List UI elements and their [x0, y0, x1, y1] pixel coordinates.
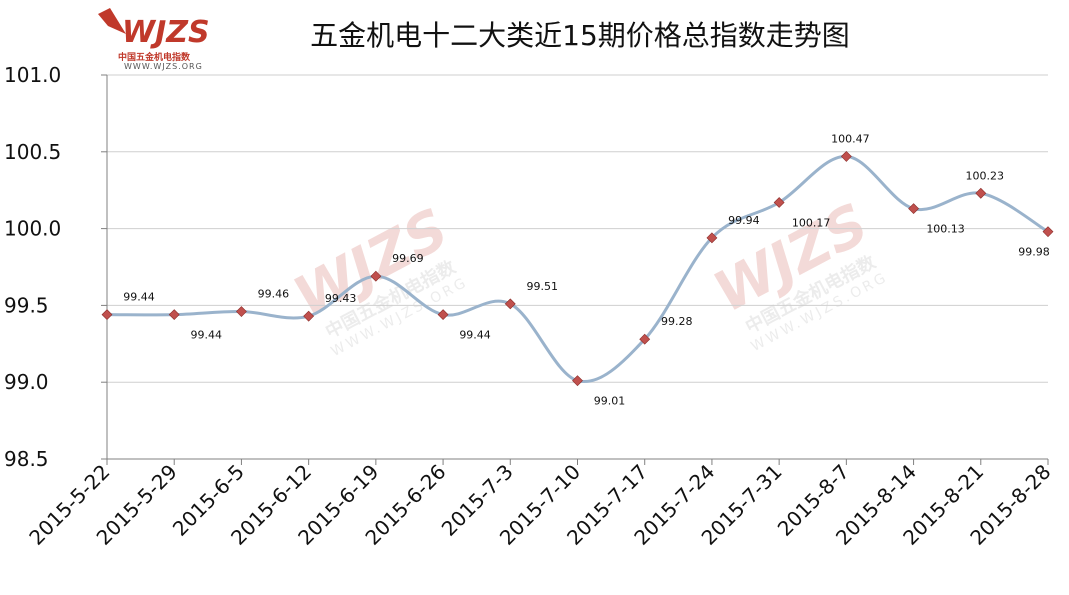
x-tick-labels: 2015-5-222015-5-292015-6-52015-6-122015-… [24, 460, 1055, 550]
data-point-marker [706, 232, 718, 244]
marker-group [101, 150, 1054, 387]
brand-logo: WJZS 中国五金机电指数 WWW.WJZS.ORG [96, 4, 216, 74]
data-point-marker [370, 270, 382, 282]
data-label: 99.44 [459, 329, 491, 342]
data-label: 100.17 [792, 216, 831, 229]
series-line [106, 154, 1049, 384]
svg-text:WJZS: WJZS [122, 15, 210, 50]
y-tick-label: 101.0 [4, 63, 61, 87]
chart-title: 五金机电十二大类近15期价格总指数走势图 [310, 19, 850, 52]
axes [106, 75, 1049, 465]
data-point-marker [840, 150, 852, 162]
data-label: 100.13 [926, 223, 965, 236]
data-label: 99.98 [1018, 246, 1050, 259]
data-point-marker [773, 197, 785, 208]
grid-lines [101, 74, 1048, 460]
data-label: 99.51 [527, 280, 559, 293]
logo-url-text: WWW.WJZS.ORG [124, 62, 203, 71]
data-label: 100.47 [831, 132, 870, 145]
data-label: 99.44 [190, 329, 222, 342]
data-point-marker [168, 309, 180, 321]
data-point-marker [975, 187, 987, 199]
data-point-marker [572, 375, 583, 387]
y-tick-label: 98.5 [4, 447, 49, 471]
y-tick-label: 100.5 [4, 140, 61, 164]
data-label: 99.43 [325, 292, 357, 305]
data-point-marker [639, 333, 651, 345]
data-label: 99.94 [728, 214, 760, 227]
y-tick-label: 99.0 [4, 370, 49, 394]
y-tick-label: 100.0 [4, 217, 61, 241]
data-label: 99.69 [392, 252, 424, 265]
logo-mark-icon: WJZS [98, 8, 210, 50]
y-tick-labels: 98.5 99.0 99.5 100.0 100.5 101.0 [4, 63, 61, 471]
y-tick-label: 99.5 [4, 293, 49, 317]
data-label: 99.44 [123, 291, 155, 304]
data-point-marker [437, 309, 449, 321]
data-point-marker [236, 306, 247, 317]
data-point-marker [504, 298, 516, 310]
logo-cn-text: 中国五金机电指数 [118, 53, 191, 63]
data-point-marker [1042, 226, 1054, 238]
data-point-marker [908, 203, 919, 215]
series-group [106, 154, 1049, 384]
data-label: 100.23 [966, 169, 1005, 182]
data-point-marker [101, 309, 113, 321]
data-label: 99.28 [661, 315, 693, 328]
data-label-group: 99.44 99.44 99.46 99.43 99.69 99.44 99.51 99.01… [123, 132, 1050, 407]
data-label: 99.01 [594, 395, 626, 408]
data-label: 99.46 [258, 288, 290, 301]
data-point-marker [303, 310, 315, 322]
